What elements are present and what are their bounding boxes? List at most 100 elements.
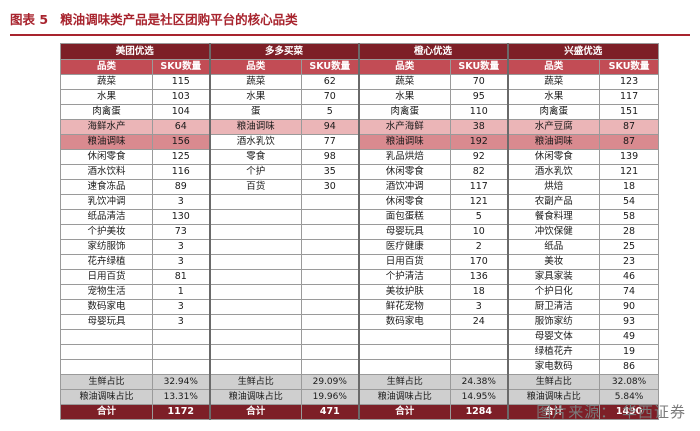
sku-cell: 98 bbox=[301, 149, 360, 165]
category-cell: 肉禽蛋 bbox=[506, 104, 601, 120]
sku-cell: 136 bbox=[450, 269, 509, 285]
sku-cell: 35 bbox=[301, 164, 360, 180]
sku-cell: 18 bbox=[599, 179, 660, 195]
sku-cell bbox=[301, 359, 360, 375]
total-label: 合计 bbox=[357, 404, 452, 420]
total-row: 合计 1172 合计 471 合计 1284 合计 1490 bbox=[60, 404, 660, 420]
sku-cell: 110 bbox=[450, 104, 509, 120]
category-cell: 海鲜水产 bbox=[60, 119, 153, 135]
sku-cell: 156 bbox=[151, 134, 211, 150]
category-cell: 日用百货 bbox=[357, 254, 452, 270]
category-cell: 水果 bbox=[357, 89, 452, 105]
category-cell: 酒水乳饮 bbox=[208, 134, 303, 150]
sku-cell: 24 bbox=[450, 314, 509, 330]
sku-cell: 64 bbox=[151, 119, 211, 135]
platform-name: 橙心优选 bbox=[357, 43, 509, 60]
category-cell bbox=[208, 254, 303, 270]
category-cell: 肉禽蛋 bbox=[60, 104, 153, 120]
category-cell: 日用百货 bbox=[60, 269, 153, 285]
ratio-label: 粮油调味占比 bbox=[208, 389, 303, 405]
category-cell: 面包蛋糕 bbox=[357, 209, 452, 225]
sku-cell: 5 bbox=[301, 104, 360, 120]
sku-cell: 70 bbox=[450, 74, 509, 90]
category-cell: 宠物生活 bbox=[60, 284, 153, 300]
sku-cell bbox=[151, 359, 211, 375]
table-row: 海鲜水产 64 粮油调味 94 水产海鲜 38 水产豆腐 87 bbox=[60, 119, 660, 135]
sku-cell: 73 bbox=[151, 224, 211, 240]
category-cell: 蔬菜 bbox=[60, 74, 153, 90]
category-cell: 绿植花卉 bbox=[506, 344, 601, 360]
category-cell: 水果 bbox=[60, 89, 153, 105]
ratio-value: 29.09% bbox=[301, 374, 360, 390]
sku-cell: 89 bbox=[151, 179, 211, 195]
sku-cell bbox=[301, 224, 360, 240]
ratio-label: 粮油调味占比 bbox=[60, 389, 153, 405]
platform-header-row: 美团优选 多多买菜 橙心优选 兴盛优选 bbox=[59, 43, 660, 60]
category-cell: 蔬菜 bbox=[208, 74, 303, 90]
sku-cell: 123 bbox=[599, 74, 660, 90]
sku-table: 美团优选 多多买菜 橙心优选 兴盛优选 品类 SKU数量 品类 SKU数量 品类 SKU数量 品类 S… bbox=[59, 43, 660, 420]
sku-header: SKU数量 bbox=[301, 59, 360, 75]
category-cell: 粮油调味 bbox=[357, 134, 452, 150]
sku-cell: 95 bbox=[450, 89, 509, 105]
source-note: 图片来源： 华西证券 bbox=[536, 403, 686, 421]
category-cell: 农副产品 bbox=[506, 194, 601, 210]
category-cell: 乳饮冲调 bbox=[60, 194, 153, 210]
sku-cell: 117 bbox=[599, 89, 660, 105]
category-cell: 速食冻品 bbox=[60, 179, 153, 195]
category-cell bbox=[357, 344, 452, 360]
category-cell: 花卉绿植 bbox=[60, 254, 153, 270]
category-cell bbox=[357, 359, 452, 375]
category-cell: 数码家电 bbox=[60, 299, 153, 315]
sku-cell bbox=[301, 284, 360, 300]
category-cell bbox=[208, 194, 303, 210]
category-cell: 数码家电 bbox=[357, 314, 452, 330]
sku-cell bbox=[301, 209, 360, 225]
sku-cell: 170 bbox=[450, 254, 509, 270]
category-cell: 母婴玩具 bbox=[357, 224, 452, 240]
table-row: 绿植花卉 19 bbox=[60, 344, 660, 360]
category-cell: 家具家装 bbox=[506, 269, 601, 285]
category-cell: 个护美妆 bbox=[60, 224, 153, 240]
category-cell: 鲜花宠物 bbox=[357, 299, 452, 315]
category-cell: 百货 bbox=[208, 179, 303, 195]
table-row: 母婴玩具 3 数码家电 24 服饰家纺 93 bbox=[60, 314, 660, 330]
category-cell: 厨卫清洁 bbox=[506, 299, 601, 315]
category-cell bbox=[208, 329, 303, 345]
category-cell: 个护 bbox=[208, 164, 303, 180]
sku-cell: 87 bbox=[599, 119, 660, 135]
category-cell bbox=[208, 224, 303, 240]
sku-cell: 19 bbox=[599, 344, 660, 360]
sku-cell: 3 bbox=[151, 194, 211, 210]
ratio-label: 生鲜占比 bbox=[60, 374, 153, 390]
category-cell: 水产海鲜 bbox=[357, 119, 452, 135]
table-row: 蔬菜 115 蔬菜 62 蔬菜 70 蔬菜 123 bbox=[60, 74, 660, 90]
ratio-row: 生鲜占比 32.94% 生鲜占比 29.09% 生鲜占比 24.38% 生鲜占比 32.08% bbox=[60, 374, 660, 390]
table-row: 个护美妆 73 母婴玩具 10 冲饮保健 28 bbox=[60, 224, 660, 240]
category-cell: 烘焙 bbox=[506, 179, 601, 195]
title-rule bbox=[10, 34, 690, 36]
category-cell: 家纺服饰 bbox=[60, 239, 153, 255]
table-row: 肉禽蛋 104 蛋 5 肉禽蛋 110 肉禽蛋 151 bbox=[60, 104, 660, 120]
total-value: 1490 bbox=[599, 404, 660, 420]
category-cell: 蔬菜 bbox=[357, 74, 452, 90]
category-header: 品类 bbox=[60, 59, 153, 75]
sku-cell: 18 bbox=[450, 284, 509, 300]
sku-cell: 3 bbox=[151, 314, 211, 330]
total-label: 合计 bbox=[506, 404, 601, 420]
sku-cell: 116 bbox=[151, 164, 211, 180]
category-cell: 纸品清洁 bbox=[60, 209, 153, 225]
sku-cell: 92 bbox=[450, 149, 509, 165]
sku-cell: 58 bbox=[599, 209, 660, 225]
sku-cell: 54 bbox=[599, 194, 660, 210]
sku-cell bbox=[301, 269, 360, 285]
platform-name: 美团优选 bbox=[59, 43, 211, 60]
category-cell: 水产豆腐 bbox=[506, 119, 601, 135]
sku-cell: 93 bbox=[599, 314, 660, 330]
sku-cell: 3 bbox=[151, 239, 211, 255]
total-value: 471 bbox=[301, 404, 360, 420]
category-cell: 酒水乳饮 bbox=[506, 164, 601, 180]
sku-header: SKU数量 bbox=[151, 59, 211, 75]
category-cell: 休闲零食 bbox=[357, 194, 452, 210]
sku-cell: 3 bbox=[450, 299, 509, 315]
